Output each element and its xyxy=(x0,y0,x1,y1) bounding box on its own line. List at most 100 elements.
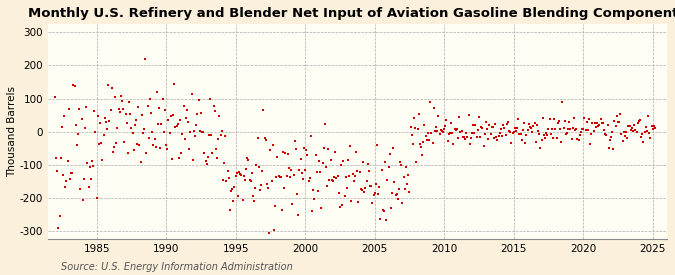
Point xyxy=(431,125,441,129)
Point xyxy=(603,145,614,150)
Point xyxy=(327,178,338,182)
Point xyxy=(508,130,519,134)
Point xyxy=(395,159,406,164)
Point xyxy=(102,126,113,131)
Point xyxy=(568,116,579,120)
Point xyxy=(133,105,144,109)
Point xyxy=(375,217,386,221)
Point xyxy=(442,139,453,144)
Point xyxy=(78,177,89,182)
Point xyxy=(165,114,176,118)
Point xyxy=(65,171,76,175)
Point xyxy=(549,117,560,121)
Point xyxy=(600,132,611,136)
Point xyxy=(82,161,92,165)
Point xyxy=(316,206,327,210)
Point xyxy=(562,131,572,135)
Point xyxy=(266,179,277,184)
Point xyxy=(626,125,637,130)
Point xyxy=(96,141,107,145)
Point xyxy=(280,151,291,155)
Point xyxy=(70,84,80,88)
Point xyxy=(202,155,213,159)
Point xyxy=(57,125,68,129)
Point xyxy=(534,132,545,136)
Point xyxy=(236,173,247,177)
Point xyxy=(49,95,60,99)
Point xyxy=(456,129,467,134)
Point xyxy=(259,136,270,141)
Point xyxy=(520,141,531,145)
Point xyxy=(228,199,239,204)
Point xyxy=(183,120,194,124)
Point xyxy=(518,121,529,125)
Point xyxy=(581,120,592,125)
Point xyxy=(83,185,94,189)
Point xyxy=(293,212,304,217)
Point xyxy=(452,126,462,131)
Point xyxy=(306,209,317,213)
Point xyxy=(625,128,636,132)
Point xyxy=(250,185,261,190)
Point xyxy=(445,131,456,136)
Point xyxy=(76,117,87,121)
Point xyxy=(523,122,534,126)
Point xyxy=(502,121,512,126)
Point xyxy=(637,132,648,136)
Point xyxy=(267,143,278,147)
Point xyxy=(547,136,558,141)
Point xyxy=(75,187,86,191)
Point xyxy=(92,114,103,118)
Point xyxy=(641,125,651,129)
Point xyxy=(61,178,72,183)
Point xyxy=(343,158,354,162)
Point xyxy=(338,158,349,163)
Point xyxy=(233,194,244,199)
Point xyxy=(570,127,580,132)
Point xyxy=(544,117,555,121)
Point xyxy=(592,121,603,125)
Point xyxy=(535,146,546,150)
Point xyxy=(585,141,595,146)
Point xyxy=(487,125,498,130)
Point xyxy=(494,130,505,135)
Point xyxy=(143,136,154,140)
Point xyxy=(86,158,97,163)
Point xyxy=(607,130,618,134)
Point xyxy=(486,125,497,130)
Point xyxy=(219,161,230,166)
Point xyxy=(88,164,99,169)
Point xyxy=(101,120,111,124)
Point xyxy=(281,174,292,178)
Point xyxy=(597,120,608,125)
Point xyxy=(397,201,408,205)
Point xyxy=(351,150,362,155)
Point xyxy=(602,122,613,127)
Point xyxy=(458,134,469,139)
Point xyxy=(466,136,477,141)
Point xyxy=(109,145,119,150)
Point xyxy=(485,131,496,136)
Point xyxy=(541,131,551,136)
Point xyxy=(193,98,204,102)
Point xyxy=(269,228,279,232)
Point xyxy=(604,137,615,142)
Point xyxy=(368,193,379,197)
Point xyxy=(551,136,562,140)
Point xyxy=(225,189,236,193)
Point xyxy=(303,179,314,183)
Point xyxy=(223,176,234,180)
Point xyxy=(502,119,513,124)
Point xyxy=(435,128,446,133)
Point xyxy=(331,176,342,180)
Point xyxy=(111,141,122,145)
Point xyxy=(256,182,267,187)
Point xyxy=(151,90,162,94)
Point xyxy=(392,197,403,201)
Point xyxy=(387,191,398,195)
Point xyxy=(632,121,643,125)
Point xyxy=(609,119,620,123)
Point xyxy=(356,188,367,192)
Point xyxy=(403,172,414,177)
Point xyxy=(159,130,169,134)
